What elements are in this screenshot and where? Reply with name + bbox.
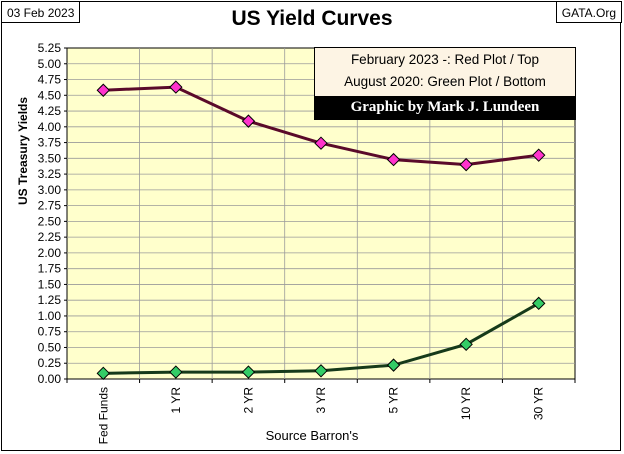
y-tick-label: 0.50: [38, 340, 62, 354]
y-tick-label: 2.25: [38, 230, 62, 244]
data-point: [169, 365, 183, 379]
y-tick-label: 2.00: [38, 246, 62, 260]
x-tick-label: 5 YR: [387, 387, 401, 414]
x-axis-label: Source Barron's: [265, 428, 359, 443]
source-site-label: GATA.Org: [555, 1, 622, 23]
chart-title: US Yield Curves: [231, 7, 393, 30]
y-tick-label: 3.50: [38, 151, 62, 165]
y-tick-label: 0.25: [38, 356, 62, 370]
x-tick-label: 3 YR: [314, 387, 328, 414]
legend-box: February 2023 -: Red Plot / Top August 2…: [314, 47, 576, 120]
y-tick-label: 4.25: [38, 104, 62, 118]
data-point: [96, 83, 110, 97]
x-tick-label: 30 YR: [532, 387, 546, 420]
legend-line-august: August 2020: Green Plot / Bottom: [344, 74, 546, 89]
y-axis-label: US Treasury Yields: [16, 96, 30, 205]
y-tick-label: 2.50: [38, 214, 62, 228]
y-tick-label: 3.25: [38, 167, 62, 181]
y-tick-label: 2.75: [38, 199, 62, 213]
y-tick-label: 5.25: [38, 41, 62, 55]
data-point: [386, 152, 401, 167]
y-tick-label: 3.00: [38, 183, 62, 197]
y-tick-label: 1.00: [38, 309, 62, 323]
data-point: [459, 157, 473, 172]
data-point: [96, 366, 110, 381]
data-point: [386, 358, 401, 372]
x-tick-label: Fed Funds: [96, 387, 110, 444]
y-tick-label: 0.75: [38, 325, 62, 339]
data-point: [169, 80, 183, 94]
x-tick-label: 10 YR: [459, 387, 473, 420]
data-point: [459, 337, 473, 352]
y-tick-label: 0.00: [38, 372, 62, 386]
date-label: 03 Feb 2023: [1, 1, 81, 23]
data-point: [241, 365, 256, 379]
x-tick-label: 2 YR: [241, 387, 255, 414]
data-point: [314, 364, 328, 378]
y-tick-label: 1.75: [38, 262, 62, 276]
y-tick-label: 5.00: [38, 57, 62, 71]
y-tick-label: 4.50: [38, 88, 62, 102]
y-tick-label: 4.00: [38, 120, 62, 134]
y-tick-label: 1.50: [38, 277, 62, 291]
credit-banner: Graphic by Mark J. Lundeen: [315, 96, 575, 119]
data-point: [314, 136, 328, 150]
y-tick-label: 3.75: [38, 136, 62, 150]
data-point: [532, 296, 546, 311]
data-point: [532, 148, 546, 162]
y-tick-label: 4.75: [38, 73, 62, 87]
legend-line-february: February 2023 -: Red Plot / Top: [350, 52, 540, 67]
y-tick-label: 1.25: [38, 293, 62, 307]
data-point: [241, 114, 256, 128]
x-tick-label: 1 YR: [169, 387, 183, 414]
